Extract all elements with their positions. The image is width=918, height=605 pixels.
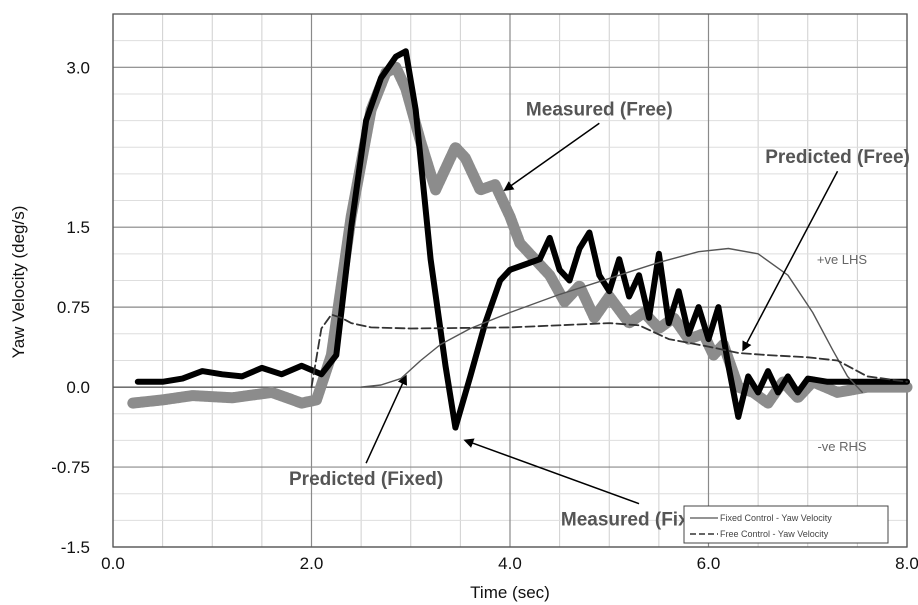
series-group (127, 48, 913, 431)
y-tick-label: 3.0 (66, 58, 90, 77)
annotation-arrow (463, 438, 640, 505)
annotation-label: Predicted (Fixed) (289, 469, 443, 490)
legend: Fixed Control - Yaw Velocity Free Contro… (683, 505, 889, 544)
legend-label-fixed: Fixed Control - Yaw Velocity (720, 513, 832, 523)
x-axis-title: Time (sec) (470, 583, 550, 602)
plot-frame (112, 13, 908, 548)
y-tick-label: -1.5 (61, 538, 90, 557)
series-line-predicted-fixed (360, 247, 863, 394)
series-line-measured-free (127, 61, 913, 409)
series-line-measured-fixed (134, 48, 910, 431)
grid-lines (112, 14, 908, 548)
annotation-label: Measured (Fixed) (561, 510, 717, 531)
y-tick-label: 0.0 (66, 378, 90, 397)
series-line-predicted-free (310, 313, 908, 389)
x-tick-label: 0.0 (101, 554, 125, 573)
annotations: Measured (Free) Predicted (Free) Predicted… (289, 99, 910, 530)
y-axis-title: Yaw Velocity (deg/s) (9, 206, 28, 359)
legend-box (683, 505, 889, 544)
annotation-label: Predicted (Free) (765, 147, 910, 168)
x-tick-label: 2.0 (300, 554, 324, 573)
y-tick-label: -0.75 (51, 458, 90, 477)
axes (112, 13, 908, 548)
annotation-label: Measured (Free) (526, 99, 673, 120)
annotation-arrow (365, 374, 408, 464)
y-tick-label: 1.5 (66, 218, 90, 237)
annotation-arrow (742, 170, 839, 352)
x-tick-label: 8.0 (895, 554, 918, 573)
annotation-arrow (503, 122, 600, 192)
side-label-positive: +ve LHS (817, 252, 868, 267)
x-tick-label: 4.0 (498, 554, 522, 573)
legend-label-free: Free Control - Yaw Velocity (720, 529, 829, 539)
y-tick-label: 0.75 (57, 298, 90, 317)
tick-labels: 0.0 2.0 4.0 6.0 8.0 -1.5 -0.75 0.0 0.75 1.5 3.0 (51, 58, 918, 573)
x-tick-label: 6.0 (697, 554, 721, 573)
side-label-negative: -ve RHS (817, 439, 866, 454)
